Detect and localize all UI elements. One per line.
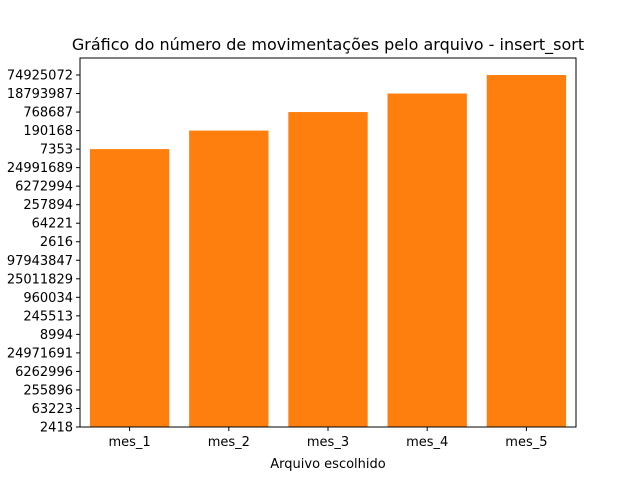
x-axis-ticks: mes_1 mes_2 mes_3 mes_4 mes_5 bbox=[108, 427, 548, 450]
x-tick-label: mes_1 bbox=[108, 435, 150, 450]
y-tick-label: 24991689 bbox=[7, 161, 73, 176]
y-tick-label: 74925072 bbox=[7, 69, 73, 84]
y-tick-label: 960034 bbox=[23, 291, 73, 306]
y-tick-label: 257894 bbox=[23, 198, 73, 213]
y-tick-label: 245513 bbox=[23, 309, 73, 324]
y-tick-label: 24971691 bbox=[7, 346, 73, 361]
bar-mes_3 bbox=[288, 112, 368, 427]
chart-title: Gráfico do número de movimentações pelo … bbox=[72, 35, 584, 55]
bar-mes_4 bbox=[387, 93, 467, 428]
y-tick-label: 6262996 bbox=[15, 365, 73, 380]
y-tick-label: 8994 bbox=[40, 328, 73, 343]
y-tick-label: 25011829 bbox=[7, 272, 73, 287]
x-tick-label: mes_2 bbox=[208, 435, 250, 450]
y-tick-label: 63223 bbox=[32, 402, 73, 417]
bar-mes_2 bbox=[189, 130, 269, 427]
x-tick-label: mes_5 bbox=[505, 435, 547, 450]
plot-frame bbox=[79, 57, 577, 428]
bars bbox=[89, 75, 567, 428]
y-tick-label: 64221 bbox=[32, 217, 73, 232]
y-tick-label: 190168 bbox=[23, 124, 73, 139]
y-axis-ticks: 2418 63223 255896 6262996 24971691 8994 245513… bbox=[7, 69, 80, 436]
bar-mes_5 bbox=[486, 75, 567, 427]
bar-mes_1 bbox=[89, 149, 170, 427]
x-tick-label: mes_3 bbox=[307, 435, 349, 450]
x-tick-label: mes_4 bbox=[406, 435, 448, 450]
y-tick-label: 768687 bbox=[23, 106, 73, 121]
y-tick-label: 18793987 bbox=[7, 87, 73, 102]
y-tick-label: 255896 bbox=[23, 383, 73, 398]
y-tick-label: 6272994 bbox=[15, 180, 73, 195]
y-tick-label: 2418 bbox=[40, 421, 73, 436]
y-tick-label: 97943847 bbox=[7, 254, 73, 269]
y-tick-label: 2616 bbox=[40, 235, 73, 250]
x-axis-label: Arquivo escolhido bbox=[270, 457, 385, 472]
y-tick-label: 7353 bbox=[40, 143, 73, 158]
